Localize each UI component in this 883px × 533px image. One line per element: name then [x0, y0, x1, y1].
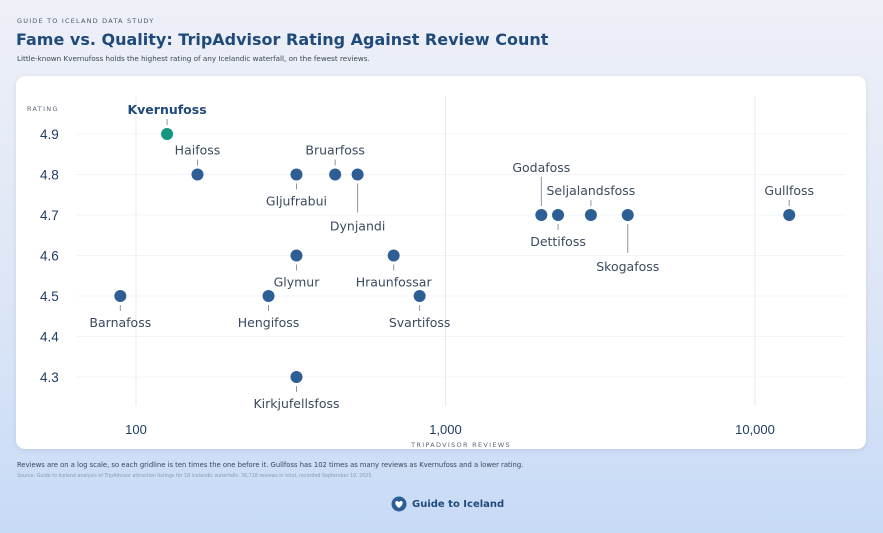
page-title: Fame vs. Quality: TripAdvisor Rating Aga… [16, 30, 549, 49]
brand-name: Guide to Iceland [412, 498, 505, 510]
data-point [114, 290, 127, 302]
y-axis-title: RATING [27, 105, 59, 113]
data-point [387, 249, 400, 262]
point-label: Barnafoss [89, 315, 151, 330]
data-point [552, 209, 565, 221]
y-tick-label: 4.4 [40, 330, 59, 345]
brand-logo[interactable]: Guide to Iceland [391, 495, 504, 513]
point-label: Kvernufoss [127, 102, 206, 117]
point-label: Dynjandi [330, 219, 385, 234]
point-label: Gullfoss [764, 183, 814, 198]
x-tick-label: 100 [125, 422, 147, 437]
footnote: Reviews are on a log scale, so each grid… [17, 461, 524, 469]
point-label: Bruarfoss [305, 143, 365, 158]
x-tick-label: 1,000 [429, 422, 462, 437]
point-label: Dettifoss [530, 234, 586, 249]
data-point [262, 290, 275, 302]
chart-card: 4.3 4.4 4.5 4.6 4.7 4.8 4.9 100 1,000 10,000 RATIN… [16, 76, 866, 449]
point-label: Gljufrabui [266, 194, 327, 209]
source-note: Source: Guide to Iceland analysis of Tri… [17, 474, 373, 479]
data-point [290, 371, 303, 383]
x-tick-label: 10,000 [735, 422, 775, 437]
page-subtitle: Little-known Kvernufoss holds the highes… [17, 54, 370, 63]
point-label: Kirkjufellsfoss [253, 396, 339, 411]
data-point [161, 128, 174, 140]
point-label: Hraunfossar [356, 275, 433, 290]
y-tick-label: 4.5 [40, 289, 59, 304]
heart-logo-icon [391, 496, 407, 512]
point-label: Skogafoss [596, 259, 659, 274]
x-axis-title: TRIPADVISOR REVIEWS [410, 441, 511, 449]
data-point [783, 209, 796, 221]
data-point [351, 168, 364, 181]
data-point [191, 168, 204, 181]
data-point [290, 249, 303, 262]
y-tick-label: 4.7 [40, 208, 59, 223]
data-point [329, 168, 342, 181]
y-tick-label: 4.8 [40, 168, 59, 183]
point-label: Godafoss [512, 160, 570, 175]
y-tick-label: 4.3 [40, 370, 59, 385]
data-point [621, 209, 634, 221]
point-label: Seljalandsfoss [547, 183, 636, 198]
data-point [535, 209, 548, 221]
data-point [290, 168, 303, 181]
data-point [584, 209, 597, 221]
y-tick-label: 4.9 [40, 127, 59, 142]
y-tick-label: 4.6 [40, 249, 59, 264]
scatter-chart: 4.3 4.4 4.5 4.6 4.7 4.8 4.9 100 1,000 10,000 RATIN… [27, 96, 846, 449]
point-label: Hengifoss [238, 315, 300, 330]
data-point [413, 290, 426, 302]
point-label: Haifoss [175, 143, 221, 158]
point-label: Svartifoss [389, 315, 451, 330]
point-label: Glymur [274, 275, 321, 290]
kicker: GUIDE TO ICELAND DATA STUDY [17, 17, 155, 25]
